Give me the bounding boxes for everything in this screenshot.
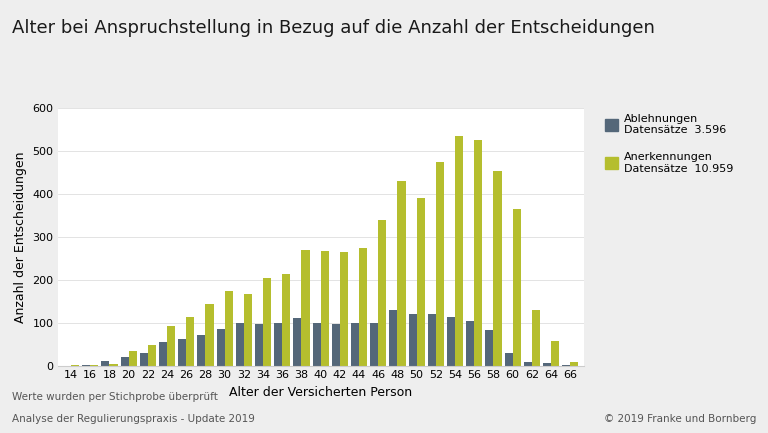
Bar bbox=[513, 209, 521, 366]
Bar bbox=[389, 310, 398, 366]
Bar bbox=[263, 278, 271, 366]
Bar bbox=[217, 329, 224, 366]
Y-axis label: Anzahl der Entscheidungen: Anzahl der Entscheidungen bbox=[14, 151, 27, 323]
Bar bbox=[378, 220, 386, 366]
Bar bbox=[551, 341, 559, 366]
Bar bbox=[128, 351, 137, 366]
Bar bbox=[283, 274, 290, 366]
Bar bbox=[147, 345, 156, 366]
Text: Analyse der Regulierungspraxis - Update 2019: Analyse der Regulierungspraxis - Update … bbox=[12, 414, 254, 423]
Bar bbox=[274, 323, 283, 366]
Bar bbox=[466, 321, 475, 366]
Bar bbox=[236, 323, 243, 366]
Bar bbox=[485, 330, 493, 366]
Bar bbox=[339, 252, 348, 366]
X-axis label: Alter der Versicherten Person: Alter der Versicherten Person bbox=[229, 386, 412, 399]
Bar bbox=[531, 310, 540, 366]
Bar bbox=[82, 365, 90, 366]
Bar bbox=[197, 335, 206, 366]
Text: © 2019 Franke und Bornberg: © 2019 Franke und Bornberg bbox=[604, 414, 756, 423]
Bar bbox=[570, 362, 578, 366]
Bar bbox=[562, 365, 571, 366]
Bar bbox=[359, 248, 367, 366]
Bar bbox=[474, 140, 482, 366]
Bar bbox=[244, 294, 252, 366]
Bar bbox=[91, 365, 98, 366]
Bar bbox=[351, 323, 359, 366]
Bar bbox=[109, 364, 118, 366]
Bar bbox=[332, 324, 339, 366]
Bar bbox=[101, 361, 109, 366]
Text: Alter bei Anspruchstellung in Bezug auf die Anzahl der Entscheidungen: Alter bei Anspruchstellung in Bezug auf … bbox=[12, 19, 654, 38]
Bar bbox=[416, 198, 425, 366]
Bar bbox=[302, 250, 310, 366]
Bar bbox=[167, 326, 175, 366]
Bar bbox=[321, 251, 329, 366]
Bar bbox=[455, 136, 463, 366]
Bar bbox=[543, 363, 551, 366]
Bar bbox=[206, 304, 214, 366]
Bar bbox=[428, 314, 436, 366]
Bar bbox=[494, 171, 502, 366]
Bar bbox=[140, 353, 147, 366]
Bar bbox=[186, 317, 194, 366]
Legend: Ablehnungen
Datensätze  3.596, Anerkennungen
Datensätze  10.959: Ablehnungen Datensätze 3.596, Anerkennun… bbox=[605, 114, 733, 174]
Bar bbox=[409, 314, 416, 366]
Bar bbox=[121, 357, 128, 366]
Bar bbox=[447, 317, 455, 366]
Bar bbox=[313, 323, 321, 366]
Text: Werte wurden per Stichprobe überprüft: Werte wurden per Stichprobe überprüft bbox=[12, 392, 217, 402]
Bar bbox=[398, 181, 406, 366]
Bar bbox=[224, 291, 233, 366]
Bar bbox=[178, 339, 186, 366]
Bar bbox=[505, 353, 513, 366]
Bar bbox=[255, 324, 263, 366]
Bar bbox=[159, 342, 167, 366]
Bar bbox=[436, 162, 444, 366]
Bar bbox=[524, 362, 532, 366]
Bar bbox=[370, 323, 379, 366]
Bar bbox=[293, 318, 301, 366]
